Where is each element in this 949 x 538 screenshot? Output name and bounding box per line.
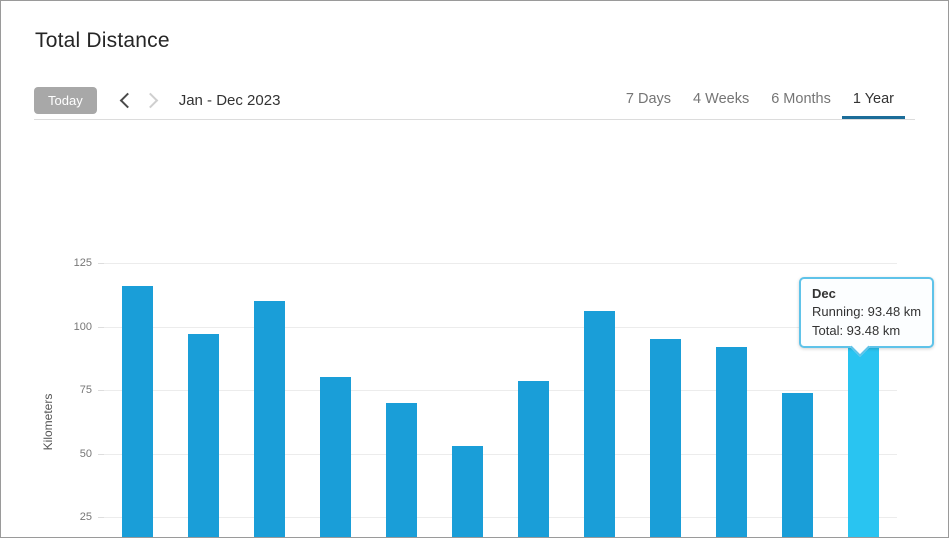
bar-jun[interactable] [451, 446, 483, 537]
gridline [104, 263, 897, 264]
gridline [104, 390, 897, 392]
date-range-label: Jan - Dec 2023 [178, 91, 281, 109]
tab-6-months[interactable]: 6 Months [771, 90, 831, 107]
bar-jan[interactable] [121, 285, 153, 537]
bar-oct[interactable] [716, 346, 748, 537]
bar-jul[interactable] [518, 381, 550, 537]
bar-dec[interactable] [848, 343, 880, 537]
next-period-button[interactable] [139, 87, 165, 113]
page-title: Total Distance [35, 29, 170, 52]
chart-toolbar: Today Jan - Dec 2023 7 Days 4 Weeks 6 Mo… [34, 81, 915, 120]
y-axis-tick [98, 326, 104, 328]
tab-4-weeks[interactable]: 4 Weeks [693, 90, 750, 107]
gridline [104, 326, 897, 328]
chevron-left-icon [119, 92, 135, 108]
bar-apr[interactable] [319, 377, 351, 537]
tooltip-running-value: Running: 93.48 km [812, 304, 922, 320]
y-axis-tick [98, 390, 104, 392]
gridline [104, 517, 897, 519]
bar-sep[interactable] [650, 339, 682, 537]
y-axis-tick [98, 263, 104, 264]
bar-nov[interactable] [782, 392, 814, 537]
chevron-right-icon [142, 92, 158, 108]
tab-1-year[interactable]: 1 Year [841, 81, 905, 119]
tooltip-total-value: Total: 93.48 km [812, 322, 901, 338]
prev-period-button[interactable] [113, 87, 139, 113]
tab-7-days[interactable]: 7 Days [625, 90, 672, 107]
period-tabs: 7 Days 4 Weeks 6 Months 1 Year [615, 81, 905, 119]
bar-may[interactable] [385, 402, 417, 537]
bar-feb[interactable] [187, 334, 219, 537]
today-button[interactable]: Today [34, 86, 97, 114]
y-tick-label: 50 [79, 447, 92, 460]
y-tick-label: 75 [79, 384, 92, 397]
y-tick-label: 100 [73, 320, 92, 333]
tooltip-title: Dec [812, 286, 836, 301]
y-tick-label: 25 [79, 511, 92, 524]
chart-tooltip: Dec Running: 93.48 km Total: 93.48 km [799, 277, 935, 358]
bar-mar[interactable] [253, 301, 285, 537]
bar-aug[interactable] [584, 311, 616, 537]
gridline [104, 453, 897, 455]
y-axis-title: Kilometers [41, 393, 55, 451]
y-tick-label: 125 [73, 257, 92, 269]
bar-chart: Kilometers 0255075100125JanFebMarAprMayJ… [1, 120, 948, 537]
y-axis-tick [98, 517, 104, 519]
y-axis-tick [98, 453, 104, 455]
